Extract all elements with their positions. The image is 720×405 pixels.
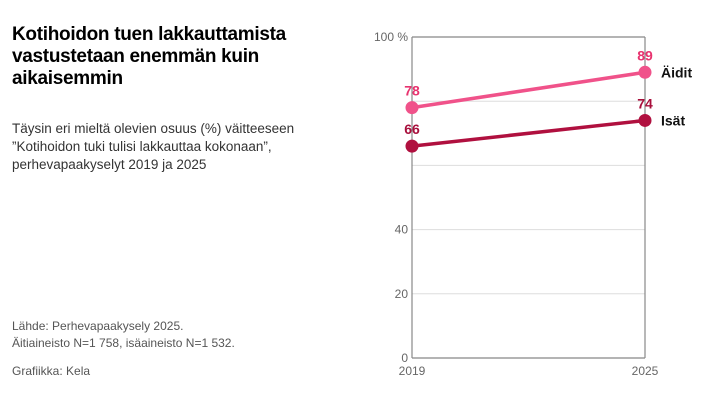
source-line: Lähde: Perhevapaakysely 2025. xyxy=(12,319,184,333)
graphic-credit: Grafiikka: Kela xyxy=(12,364,91,378)
y-tick-label: 40 xyxy=(395,223,409,237)
x-tick-label: 2019 xyxy=(399,364,426,378)
source-note: Lähde: Perhevapaakysely 2025. Äitiaineis… xyxy=(12,318,235,352)
sample-size-line: Äitiaineisto N=1 758, isäaineisto N=1 53… xyxy=(12,336,235,350)
data-label: 89 xyxy=(637,47,653,63)
series-line-Isät xyxy=(411,118,646,148)
chart-title: Kotihoidon tuen lakkauttamista vastustet… xyxy=(12,24,286,89)
y-tick-label: 0 xyxy=(401,351,408,365)
data-label: 74 xyxy=(637,95,653,111)
y-tick-label: 100 % xyxy=(374,30,408,44)
data-point xyxy=(405,101,419,115)
data-label: 66 xyxy=(404,121,420,137)
data-point xyxy=(638,65,652,79)
data-point xyxy=(638,113,652,127)
data-label: 78 xyxy=(404,83,420,99)
x-tick-label: 2025 xyxy=(632,364,659,378)
series-label: Isät xyxy=(661,112,685,128)
series-line-Äidit xyxy=(411,70,646,110)
y-tick-label: 20 xyxy=(395,287,409,301)
series-label: Äidit xyxy=(661,64,692,80)
chart-subtitle: Täysin eri mieltä olevien osuus (%) väit… xyxy=(12,121,295,172)
data-point xyxy=(405,139,419,153)
